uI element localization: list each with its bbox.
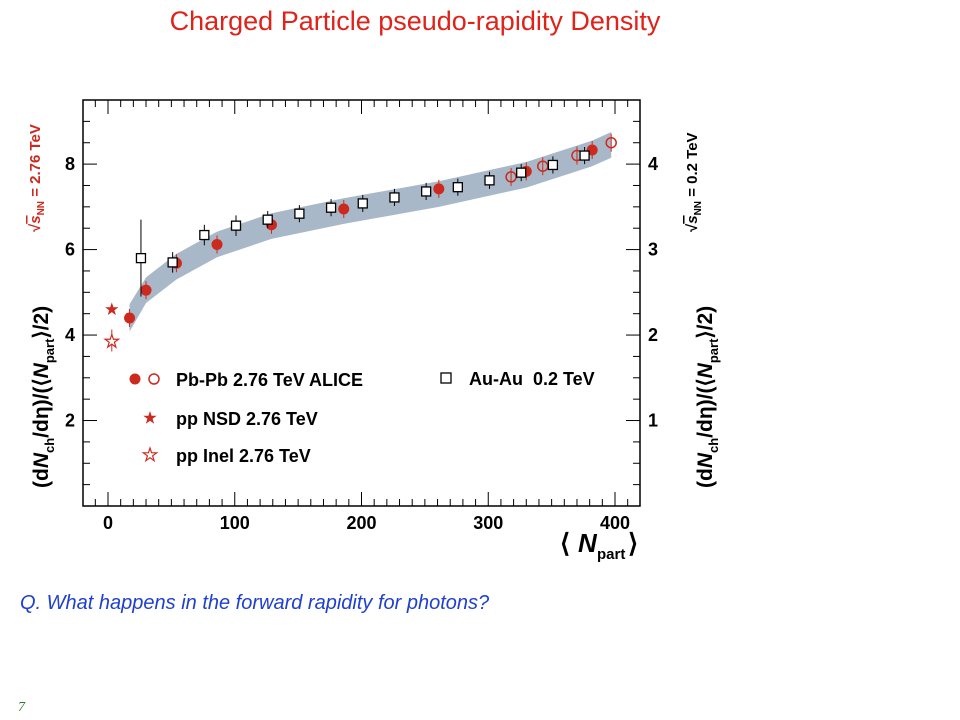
legend-marker-filled-circle bbox=[129, 373, 141, 385]
legend-marker-open-square bbox=[440, 372, 452, 384]
pbpb-point bbox=[433, 183, 445, 195]
y-left-tick-label: 8 bbox=[65, 154, 75, 174]
x-tick-label: 200 bbox=[346, 513, 376, 533]
y-axis-left-title: (dNch/dη)/(⟨Npart⟩/2) bbox=[30, 306, 57, 488]
x-tick-label: 0 bbox=[103, 513, 113, 533]
legend-label-pp-nsd: pp NSD 2.76 TeV bbox=[176, 409, 318, 429]
y-right-tick-label: 4 bbox=[648, 154, 658, 174]
legend-marker-filled-star bbox=[143, 411, 157, 424]
auau-point bbox=[389, 192, 400, 203]
slide-title: Charged Particle pseudo-rapidity Density bbox=[169, 6, 661, 36]
pbpb-point bbox=[140, 284, 152, 296]
pp-nsd-point bbox=[105, 302, 119, 316]
data-points bbox=[103, 133, 617, 352]
auau-point bbox=[294, 208, 305, 219]
svg-text:N: N bbox=[578, 528, 598, 558]
auau-point bbox=[484, 175, 495, 186]
legend-marker-open-star bbox=[141, 446, 159, 463]
x-tick-label: 100 bbox=[220, 513, 250, 533]
energy-label-right: √sNN = 0.2 TeV bbox=[684, 132, 704, 232]
auau-point bbox=[230, 220, 242, 231]
legend-label-pbpb: Pb-Pb 2.76 TeV ALICE bbox=[176, 370, 363, 390]
y-right-tick-label: 3 bbox=[648, 240, 658, 260]
pbpb-point bbox=[211, 238, 223, 250]
y-right-tick-label: 1 bbox=[648, 411, 658, 431]
svg-text:√sNN = 0.2 TeV: √sNN = 0.2 TeV bbox=[684, 132, 704, 232]
auau-point bbox=[199, 229, 210, 241]
pbpb-open-point bbox=[605, 136, 617, 149]
y-right-tick-label: 2 bbox=[648, 325, 658, 345]
legend: Pb-Pb 2.76 TeV ALICE pp NSD 2.76 TeV pp … bbox=[129, 369, 595, 466]
x-tick-label: 300 bbox=[473, 513, 503, 533]
svg-text:⟨: ⟨ bbox=[560, 528, 570, 558]
y-left-tick-label: 6 bbox=[65, 240, 75, 260]
auau-point bbox=[547, 159, 559, 171]
x-tick-label: 400 bbox=[600, 513, 630, 533]
svg-text:(dNch/dη)/(⟨Npart⟩/2): (dNch/dη)/(⟨Npart⟩/2) bbox=[30, 306, 57, 488]
svg-text:part: part bbox=[597, 546, 625, 563]
auau-point bbox=[452, 182, 463, 193]
legend-marker-open-circle bbox=[148, 373, 160, 385]
auau-point bbox=[167, 257, 178, 268]
auau-point bbox=[135, 252, 147, 264]
y-left-tick-label: 2 bbox=[65, 411, 75, 431]
pbpb-point bbox=[338, 203, 350, 215]
page-number: 7 bbox=[18, 700, 25, 715]
y-axis-right-title: (dNch/dη)/(⟨Npart⟩/2) bbox=[694, 306, 721, 488]
auau-point bbox=[579, 150, 590, 161]
x-axis-title: ⟨ N part ⟩ bbox=[560, 528, 638, 563]
pbpb-point bbox=[124, 312, 136, 324]
auau-point bbox=[357, 198, 368, 209]
svg-text:√sNN = 2.76 TeV: √sNN = 2.76 TeV bbox=[27, 124, 47, 232]
legend-label-pp-inel: pp Inel 2.76 TeV bbox=[176, 446, 311, 466]
question-text: Q. What happens in the forward rapidity … bbox=[20, 592, 490, 614]
axes: 0 100 200 300 400 2 4 6 8 1 2 3 4 bbox=[65, 100, 658, 533]
auau-point bbox=[262, 214, 273, 225]
svg-text:⟩: ⟩ bbox=[628, 528, 638, 558]
auau-point bbox=[325, 202, 337, 213]
auau-point bbox=[516, 167, 527, 178]
pp-inel-point bbox=[103, 332, 121, 349]
legend-label-auau: Au-Au 0.2 TeV bbox=[469, 369, 595, 389]
energy-label-left: √sNN = 2.76 TeV bbox=[27, 124, 47, 232]
auau-point bbox=[420, 186, 432, 197]
svg-text:(dNch/dη)/(⟨Npart⟩/2): (dNch/dη)/(⟨Npart⟩/2) bbox=[694, 306, 721, 488]
y-left-tick-label: 4 bbox=[65, 325, 75, 345]
